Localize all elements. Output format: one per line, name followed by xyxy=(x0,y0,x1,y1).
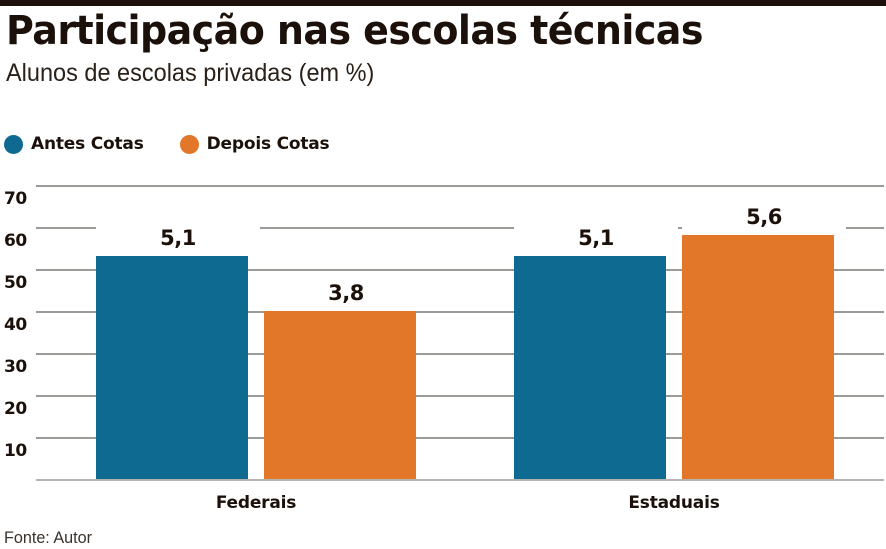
plot-area: 70 60 50 40 30 20 10 5,1 3,8 Federais 5,1 5,6 Estadu… xyxy=(0,180,886,513)
bar-federais-depois[interactable] xyxy=(264,311,416,479)
bar-estaduais-depois[interactable] xyxy=(682,235,834,479)
legend-item-antes-cotas[interactable]: Antes Cotas xyxy=(4,134,144,154)
top-rule-divider xyxy=(0,0,886,6)
gridline-60 xyxy=(36,227,884,229)
legend-item-depois-cotas[interactable]: Depois Cotas xyxy=(179,134,330,154)
gridline-70 xyxy=(36,185,884,187)
chart-subtitle: Alunos de escolas privadas (em %) xyxy=(6,59,375,87)
y-axis-tick-50: 50 xyxy=(4,273,27,293)
gridline-30 xyxy=(36,353,884,355)
y-axis-tick-60: 60 xyxy=(4,231,27,251)
circle-marker-icon xyxy=(179,134,199,154)
source-note: Fonte: Autor xyxy=(4,528,92,547)
gridline-40 xyxy=(36,311,884,313)
bar-value-label: 5,1 xyxy=(514,226,678,251)
chart-header: Participação nas escolas técnicas Alunos… xyxy=(6,8,880,88)
x-axis-category-estaduais: Estaduais xyxy=(628,493,720,513)
gridline-20 xyxy=(36,395,884,397)
y-axis-tick-40: 40 xyxy=(4,315,27,335)
y-axis-tick-70: 70 xyxy=(4,189,27,209)
y-axis-tick-10: 10 xyxy=(4,441,27,461)
bar-value-label: 5,6 xyxy=(682,205,846,230)
bar-value-label: 5,1 xyxy=(96,226,260,251)
bar-federais-antes[interactable] xyxy=(96,256,248,479)
gridline-10 xyxy=(36,437,884,439)
y-axis-tick-30: 30 xyxy=(4,357,27,377)
axis-baseline xyxy=(36,479,884,481)
gridline-50 xyxy=(36,269,884,271)
x-axis-category-federais: Federais xyxy=(215,493,297,513)
page-title: Participação nas escolas técnicas xyxy=(6,8,703,54)
legend-label-antes-cotas: Antes Cotas xyxy=(31,134,144,154)
legend-label-depois-cotas: Depois Cotas xyxy=(206,134,330,154)
bar-estaduais-antes[interactable] xyxy=(514,256,666,479)
chart-legend: Antes Cotas Depois Cotas xyxy=(4,134,330,154)
y-axis-tick-20: 20 xyxy=(4,399,27,419)
bar-value-label: 3,8 xyxy=(264,281,428,305)
circle-marker-icon xyxy=(4,134,23,154)
